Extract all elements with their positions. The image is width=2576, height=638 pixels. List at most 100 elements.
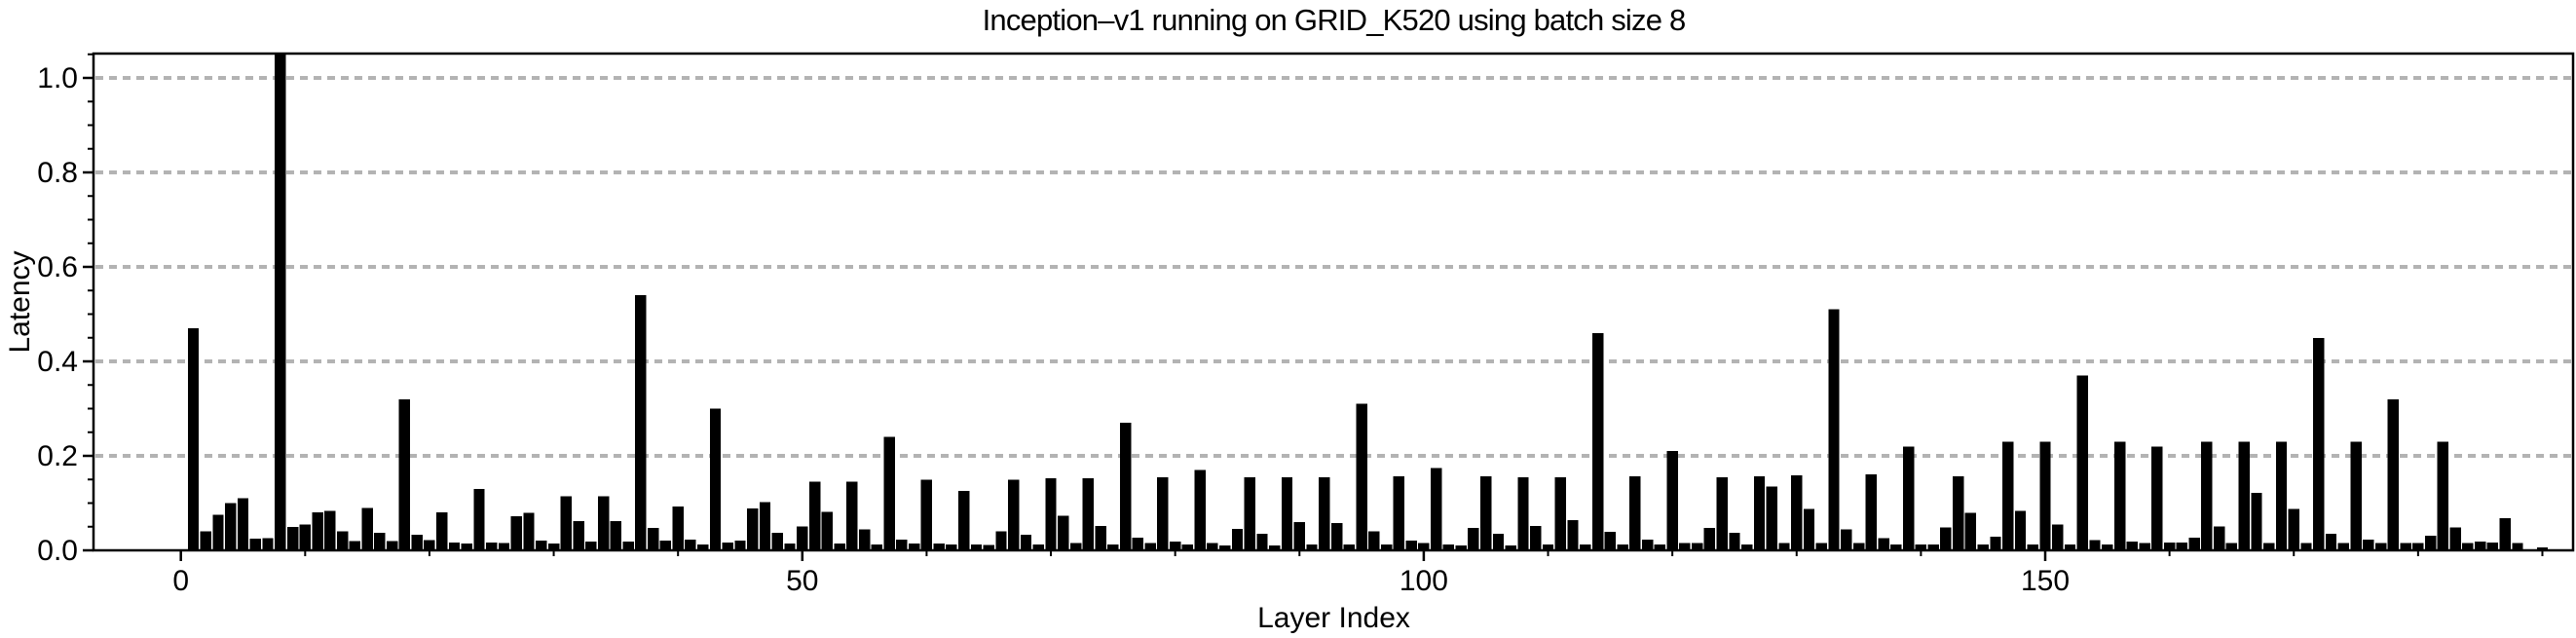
bar: [249, 538, 261, 550]
bar: [1319, 476, 1330, 550]
bar: [1442, 544, 1455, 550]
bar: [2412, 543, 2424, 550]
bar: [1766, 486, 1777, 550]
bar: [1580, 544, 1591, 550]
bar: [1082, 477, 1095, 550]
bar: [1256, 534, 1268, 550]
bar: [1380, 544, 1393, 550]
bar: [759, 502, 771, 550]
bar: [1977, 544, 1989, 550]
bar: [1356, 403, 1367, 550]
bar: [275, 54, 286, 550]
bar: [2363, 539, 2374, 550]
bar: [995, 531, 1007, 550]
chart-title: Inception–v1 running on GRID_K520 using …: [982, 3, 1687, 37]
bar: [1666, 451, 1678, 550]
bar: [834, 544, 845, 550]
bar: [697, 544, 709, 550]
bar: [747, 507, 759, 550]
bar: [685, 539, 696, 550]
x-tick-label: 150: [2021, 565, 2070, 597]
bar: [2300, 543, 2312, 550]
bar: [523, 512, 535, 550]
bar: [424, 540, 435, 550]
bar: [1591, 332, 1604, 550]
bar: [1505, 545, 1516, 550]
bar: [1244, 476, 1255, 550]
bar: [1008, 479, 1020, 550]
bar: [610, 520, 622, 550]
bar: [1281, 476, 1293, 550]
bar: [461, 544, 472, 550]
bar: [1741, 544, 1753, 550]
bar: [1791, 474, 1803, 550]
bar: [1169, 541, 1181, 550]
bar: [1119, 423, 1132, 550]
bar: [1865, 473, 1878, 550]
plot-border: [92, 52, 2575, 552]
x-tick-label: 50: [786, 565, 818, 597]
bar: [1219, 545, 1231, 550]
bar: [473, 488, 485, 550]
bar: [635, 295, 647, 550]
bar: [324, 510, 336, 550]
bar: [858, 529, 871, 550]
bar: [2437, 441, 2449, 550]
bar: [2424, 535, 2437, 550]
bar: [1629, 475, 1641, 550]
x-axis-label: Layer Index: [1257, 602, 1410, 634]
bar: [771, 533, 783, 550]
bar: [1468, 528, 1479, 550]
bar: [200, 531, 211, 550]
bar: [1020, 534, 1032, 550]
bar: [1604, 532, 1617, 550]
bar: [212, 514, 224, 550]
bar: [1915, 544, 1927, 550]
bar: [1815, 543, 1827, 550]
bar: [1641, 539, 1654, 550]
bar: [2089, 540, 2101, 550]
bar: [846, 481, 858, 550]
bar: [1841, 529, 1852, 550]
y-tick-label: 1.0: [37, 62, 78, 94]
x-tick-label: 0: [172, 565, 189, 597]
bar: [573, 520, 584, 550]
bar: [1194, 469, 1206, 550]
bar: [2151, 446, 2163, 550]
y-tick-label: 0.8: [37, 157, 78, 189]
bar: [1269, 545, 1281, 550]
bar: [1990, 536, 2001, 550]
bar: [672, 506, 684, 550]
bar: [2238, 441, 2250, 550]
bar: [2176, 542, 2188, 550]
bar: [2275, 441, 2288, 550]
bar: [361, 507, 373, 550]
bar: [970, 544, 983, 550]
bar: [2486, 542, 2499, 550]
bar: [896, 539, 908, 550]
bar: [2350, 441, 2362, 550]
bar: [585, 541, 597, 550]
bar: [1729, 533, 1740, 550]
bar: [2102, 544, 2113, 550]
bar: [1878, 538, 1889, 550]
bar: [1157, 476, 1169, 550]
bar: [933, 544, 945, 550]
bar: [510, 516, 522, 550]
bar: [1418, 543, 1430, 550]
bar: [386, 541, 398, 550]
bar: [1828, 309, 1840, 550]
bar: [1940, 527, 1952, 550]
bar: [1032, 544, 1044, 550]
bar: [1902, 446, 1915, 550]
bar: [1368, 531, 1380, 550]
bar: [2076, 375, 2088, 550]
bar: [1530, 525, 1542, 550]
bar: [1069, 543, 1082, 550]
bar: [883, 436, 895, 550]
bar: [2113, 441, 2126, 550]
bar: [2536, 547, 2549, 550]
bar: [560, 496, 573, 550]
bar: [1480, 475, 1492, 550]
